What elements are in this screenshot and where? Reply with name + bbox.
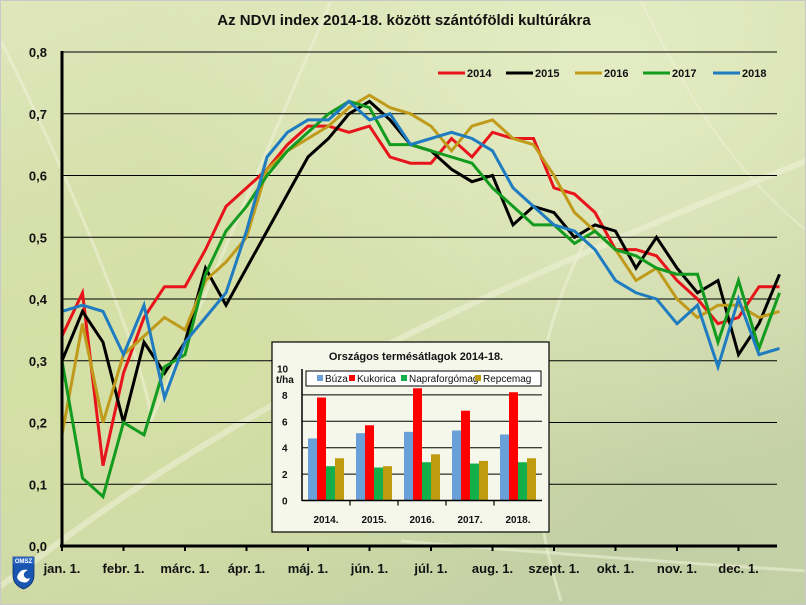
y-tick-label: 0,2 bbox=[29, 416, 47, 431]
legend-item-2014: 2014 bbox=[438, 68, 492, 80]
bar-Kukorica-2016. bbox=[413, 388, 422, 501]
bar-Napraforgómag-2018. bbox=[518, 462, 527, 501]
inset-y-tick-label: 6 bbox=[282, 417, 288, 428]
series-line-2016 bbox=[60, 93, 780, 436]
legend: 2014 2015 2016 2017 2018 bbox=[438, 68, 766, 80]
bar-Búza-2015. bbox=[356, 433, 365, 501]
inset-legend-item-Kukorica: Kukorica bbox=[349, 374, 396, 385]
inset-y-tick-label: 4 bbox=[282, 444, 288, 455]
inset-legend-label: Kukorica bbox=[357, 374, 396, 385]
x-tick-label: aug. 1. bbox=[472, 561, 513, 576]
x-tick-labels: jan. 1. febr. 1. márc. 1. ápr. 1. máj. 1. jún… bbox=[43, 546, 759, 576]
x-tick-label: nov. 1. bbox=[657, 561, 697, 576]
y-tick-label: 0,5 bbox=[29, 230, 47, 245]
y-tick-label: 0,8 bbox=[29, 45, 47, 60]
inset-bars bbox=[308, 388, 536, 501]
inset-legend-item-Búza: Búza bbox=[317, 374, 348, 385]
inset-y-tick-label: 10 bbox=[277, 365, 289, 376]
bar-Repcemag-2018. bbox=[527, 458, 536, 501]
y-tick-label: 0,7 bbox=[29, 107, 47, 122]
inset-legend-item-Napraforgómag: Napraforgómag bbox=[401, 374, 478, 385]
y-tick-label: 0,4 bbox=[29, 292, 48, 307]
series-line-2014 bbox=[60, 124, 780, 467]
bar-Búza-2014. bbox=[308, 438, 317, 501]
bar-Búza-2017. bbox=[452, 430, 461, 501]
logo-text: OMSZ bbox=[15, 559, 33, 565]
series-line-2018 bbox=[61, 99, 780, 404]
inset-legend-swatch bbox=[349, 375, 355, 381]
inset-legend-swatch bbox=[317, 375, 323, 381]
x-tick-label: júl. 1. bbox=[413, 561, 447, 576]
legend-label: 2017 bbox=[672, 68, 696, 80]
inset-legend-label: Napraforgómag bbox=[409, 374, 478, 385]
bar-Kukorica-2015. bbox=[365, 425, 374, 501]
inset-y-unit: t/ha bbox=[276, 375, 294, 386]
inset-legend-swatch bbox=[475, 375, 481, 381]
legend-item-2018: 2018 bbox=[713, 68, 766, 80]
x-tick-label: dec. 1. bbox=[718, 561, 758, 576]
y-tick-labels: 0,0 0,1 0,2 0,3 0,4 0,5 0,6 0,7 0,8 bbox=[29, 45, 48, 554]
legend-label: 2018 bbox=[742, 68, 766, 80]
x-tick-label: márc. 1. bbox=[160, 561, 209, 576]
bar-Repcemag-2017. bbox=[479, 460, 488, 501]
inset-bar-chart: Országos termésátlagok 2014-18. t/ha 0 2 4… bbox=[271, 341, 550, 533]
omsz-logo: OMSZ bbox=[12, 556, 35, 590]
inset-legend-label: Búza bbox=[325, 374, 348, 385]
inset-legend-box bbox=[305, 370, 542, 387]
bar-Napraforgómag-2017. bbox=[470, 463, 479, 501]
inset-legend-item-Repcemag: Repcemag bbox=[475, 374, 531, 385]
x-tick-label: jan. 1. bbox=[43, 561, 81, 576]
bar-Kukorica-2014. bbox=[317, 397, 326, 501]
logo-wave-icon bbox=[17, 569, 30, 583]
legend-label: 2015 bbox=[535, 68, 559, 80]
bar-Búza-2016. bbox=[404, 431, 413, 501]
y-tick-label: 0,1 bbox=[29, 477, 47, 492]
inset-title: Országos termésátlagok 2014-18. bbox=[329, 351, 503, 363]
bar-Repcemag-2014. bbox=[335, 458, 344, 501]
legend-label: 2016 bbox=[604, 68, 628, 80]
y-tick-label: 0,0 bbox=[29, 539, 47, 554]
bar-Napraforgómag-2014. bbox=[326, 466, 335, 501]
bar-Napraforgómag-2016. bbox=[422, 462, 431, 501]
x-tick-label: okt. 1. bbox=[597, 561, 635, 576]
bar-Repcemag-2015. bbox=[383, 466, 392, 501]
legend-item-2016: 2016 bbox=[575, 68, 628, 80]
bar-Napraforgómag-2015. bbox=[374, 467, 383, 501]
bar-Kukorica-2017. bbox=[461, 410, 470, 501]
x-tick-label: ápr. 1. bbox=[228, 561, 266, 576]
inset-x-tick-label: 2014. bbox=[313, 515, 338, 526]
series-line-2017 bbox=[60, 99, 781, 500]
y-tick-label: 0,6 bbox=[29, 169, 47, 184]
legend-item-2015: 2015 bbox=[506, 68, 559, 80]
inset-y-tick-label: 0 bbox=[282, 497, 288, 508]
inset-x-tick-label: 2015. bbox=[361, 515, 386, 526]
inset-x-tick-label: 2017. bbox=[457, 515, 482, 526]
inset-x-tick-label: 2016. bbox=[409, 515, 434, 526]
bar-Kukorica-2018. bbox=[509, 392, 518, 501]
x-tick-label: szept. 1. bbox=[528, 561, 579, 576]
series-lines bbox=[60, 93, 781, 500]
inset-legend: Búza Kukorica Napraforgómag Repcemag bbox=[317, 374, 531, 385]
inset-y-tick-labels: 0 2 4 6 8 10 bbox=[277, 365, 289, 508]
inset-y-tick-label: 8 bbox=[282, 391, 288, 402]
inset-y-tick-label: 2 bbox=[282, 470, 288, 481]
y-tick-label: 0,3 bbox=[29, 354, 47, 369]
x-tick-label: febr. 1. bbox=[103, 561, 145, 576]
legend-label: 2014 bbox=[467, 68, 492, 80]
chart-title: Az NDVI index 2014-18. között szántóföld… bbox=[217, 12, 591, 29]
x-tick-label: jún. 1. bbox=[350, 561, 389, 576]
bar-Búza-2018. bbox=[500, 434, 509, 501]
legend-item-2017: 2017 bbox=[643, 68, 696, 80]
x-tick-label: máj. 1. bbox=[288, 561, 328, 576]
inset-x-tick-labels: 2014. 2015. 2016. 2017. 2018. bbox=[313, 500, 531, 526]
inset-legend-label: Repcemag bbox=[483, 374, 531, 385]
bar-Repcemag-2016. bbox=[431, 454, 440, 501]
inset-x-tick-label: 2018. bbox=[505, 515, 530, 526]
inset-legend-swatch bbox=[401, 375, 407, 381]
